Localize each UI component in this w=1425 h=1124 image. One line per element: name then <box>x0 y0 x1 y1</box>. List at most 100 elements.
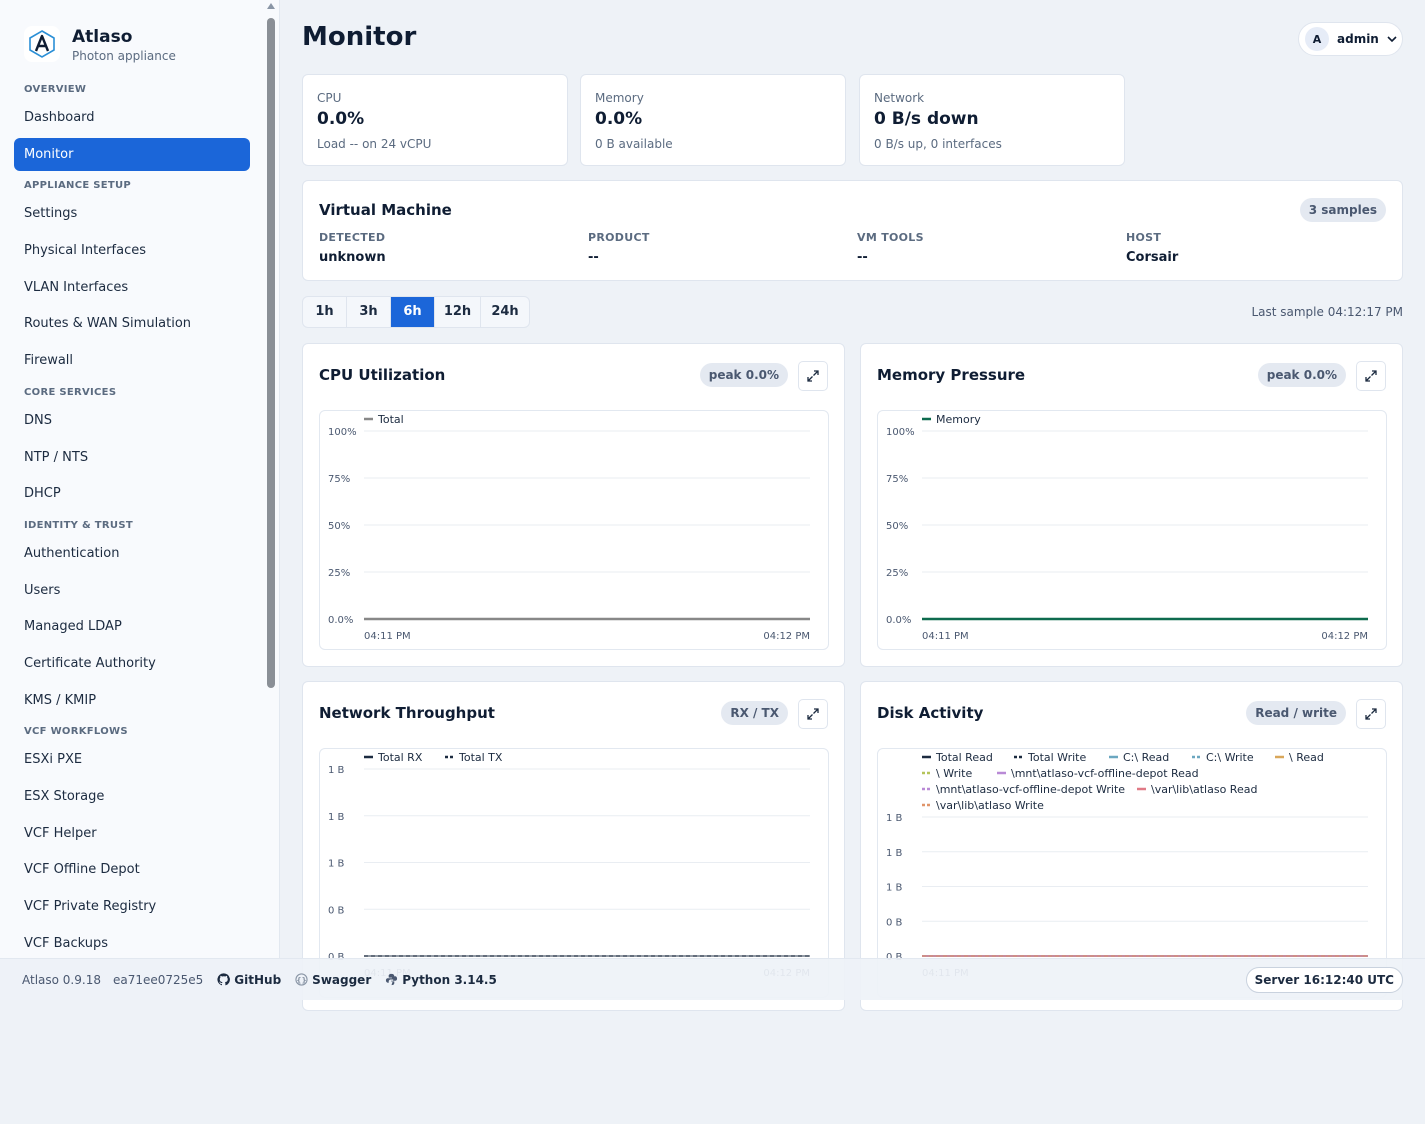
github-icon <box>217 973 231 986</box>
y-tick-label: 0.0% <box>328 615 353 626</box>
stat-label: CPU <box>317 91 342 105</box>
sidebar-item-routes-wan-simulation[interactable]: Routes & WAN Simulation <box>24 316 192 332</box>
sidebar-item-dashboard[interactable]: Dashboard <box>24 110 95 125</box>
sidebar-item-vcf-helper[interactable]: VCF Helper <box>24 825 97 841</box>
user-name: admin <box>1337 32 1379 46</box>
legend-item: \ Write <box>922 767 972 780</box>
legend-item: \mnt\atlaso-vcf-offline-depot Write <box>922 783 1125 796</box>
y-tick-label: 75% <box>328 474 350 485</box>
sidebar-item-esxi-pxe[interactable]: ESXi PXE <box>24 752 83 768</box>
expand-button[interactable] <box>1356 361 1386 391</box>
vm-field-value: -- <box>588 250 599 265</box>
swagger-label: Swagger <box>312 972 372 987</box>
y-tick-label: 1 B <box>886 883 903 894</box>
legend-label: C:\ Write <box>1206 751 1254 764</box>
vm-field-detected: DETECTED unknown <box>319 231 386 265</box>
expand-icon <box>1365 708 1377 720</box>
sidebar-item-ntp-nts[interactable]: NTP / NTS <box>24 449 89 465</box>
server-time-badge: Server 16:12:40 UTC <box>1245 967 1403 993</box>
range-option-1h[interactable]: 1h <box>303 297 347 327</box>
sidebar-item-kms-kmip[interactable]: KMS / KMIP <box>24 692 97 708</box>
user-menu-button[interactable]: A admin <box>1298 22 1403 56</box>
sidebar-item-users[interactable]: Users <box>24 582 61 598</box>
legend-label: \mnt\atlaso-vcf-offline-depot Read <box>1011 767 1199 780</box>
python-label: Python 3.14.5 <box>402 972 497 987</box>
sidebar-item-certificate-authority[interactable]: Certificate Authority <box>24 655 156 671</box>
stat-card-cpu: CPU 0.0% Load -- on 24 vCPU <box>302 74 568 166</box>
chart-badge: RX / TX <box>721 701 788 725</box>
chevron-down-icon <box>1387 36 1397 43</box>
range-option-24h[interactable]: 24h <box>491 304 519 319</box>
sidebar-item-vlan-interfaces[interactable]: VLAN Interfaces <box>24 279 129 295</box>
sidebar-item-managed-ldap[interactable]: Managed LDAP <box>24 619 122 635</box>
sidebar-item-dhcp[interactable]: DHCP <box>24 486 61 502</box>
sidebar-item-vcf-backups[interactable]: VCF Backups <box>24 935 109 951</box>
y-tick-label: 25% <box>886 568 908 579</box>
range-option-3h[interactable]: 3h <box>347 297 391 327</box>
sidebar-item-physical-interfaces[interactable]: Physical Interfaces <box>24 243 146 259</box>
nav-section-heading: IDENTITY & TRUST <box>24 519 133 531</box>
github-link[interactable]: GitHub <box>217 973 281 987</box>
avatar: A <box>1305 27 1329 51</box>
legend-label: \ Write <box>936 767 972 780</box>
nav-section-heading: OVERVIEW <box>24 84 87 95</box>
expand-button[interactable] <box>798 361 828 391</box>
y-tick-label: 50% <box>886 521 908 532</box>
sidebar-item-vcf-private-registry[interactable]: VCF Private Registry <box>24 899 157 915</box>
page-title: Monitor <box>302 22 417 52</box>
legend-item: \var\lib\atlaso Read <box>1137 783 1257 796</box>
sidebar-item-vcf-offline-depot[interactable]: VCF Offline Depot <box>24 862 140 878</box>
legend-label: Total Write <box>1027 751 1086 764</box>
chart-card-disk: Disk Activity Read / write Total Read Tot… <box>860 681 1403 1011</box>
virtual-machine-card: Virtual Machine 3 samples DETECTED unkno… <box>302 180 1403 281</box>
sidebar-item-settings[interactable]: Settings <box>24 206 78 222</box>
expand-button[interactable] <box>798 699 828 729</box>
sidebar-item-monitor[interactable]: Monitor <box>14 137 250 171</box>
swagger-link[interactable]: {} Swagger <box>295 973 371 987</box>
range-option-6h[interactable]: 6h <box>391 297 435 327</box>
sidebar-scrollbar[interactable] <box>265 0 277 958</box>
stat-sub: 0 B available <box>595 137 673 151</box>
y-tick-label: 0 B <box>886 952 903 963</box>
chart-title: CPU Utilization <box>319 366 446 384</box>
nav-section-heading: CORE SERVICES <box>24 386 117 398</box>
legend-item: C:\ Read <box>1109 751 1169 764</box>
sidebar-item-authentication[interactable]: Authentication <box>24 545 120 561</box>
scrollbar-thumb[interactable] <box>267 18 275 688</box>
stat-card-network: Network 0 B/s down 0 B/s up, 0 interface… <box>859 74 1125 166</box>
vm-title: Virtual Machine <box>319 201 452 219</box>
last-sample: Last sample 04:12:17 PM <box>1251 305 1403 319</box>
vm-field-host: HOST Corsair <box>1126 231 1178 265</box>
stat-label: Memory <box>595 91 644 105</box>
vm-field-product: PRODUCT -- <box>588 231 650 265</box>
legend-item: Memory <box>922 413 981 426</box>
time-range-selector: 1h 3h 6h 12h 24h <box>302 296 530 328</box>
y-tick-label: 1 B <box>328 765 345 776</box>
legend-label: C:\ Read <box>1123 751 1169 764</box>
sidebar-item-firewall[interactable]: Firewall <box>24 353 74 369</box>
stat-value: 0 B/s down <box>874 109 979 129</box>
vm-field-key: PRODUCT <box>588 231 650 244</box>
expand-icon <box>807 370 819 382</box>
y-tick-label: 75% <box>886 474 908 485</box>
x-tick-label: 04:12 PM <box>1321 631 1368 642</box>
brand[interactable]: Atlaso Photon appliance <box>24 26 176 63</box>
brand-name: Atlaso <box>72 27 133 47</box>
chart-card-network: Network Throughput RX / TX Total RX Total… <box>302 681 845 1011</box>
vm-field-key: VM TOOLS <box>857 231 924 244</box>
sidebar-item-esx-storage[interactable]: ESX Storage <box>24 789 105 804</box>
expand-button[interactable] <box>1356 699 1386 729</box>
legend-item: \ Read <box>1275 751 1324 764</box>
legend-label: \var\lib\atlaso Read <box>1151 783 1257 796</box>
sidebar-item-dns[interactable]: DNS <box>24 412 52 428</box>
footer: Atlaso 0.9.18 ea71ee0725e5 GitHub {} Swa… <box>0 958 1425 1000</box>
y-tick-label: 1 B <box>328 812 345 823</box>
scroll-up-icon[interactable] <box>267 3 275 9</box>
legend-label: Total <box>377 413 404 426</box>
range-option-12h[interactable]: 12h <box>435 297 481 327</box>
x-tick-label: 04:11 PM <box>364 631 411 642</box>
y-tick-label: 0 B <box>886 917 903 928</box>
footer-commit[interactable]: ea71ee0725e5 <box>112 972 204 987</box>
legend-item: C:\ Write <box>1192 751 1254 764</box>
python-icon <box>386 973 398 986</box>
